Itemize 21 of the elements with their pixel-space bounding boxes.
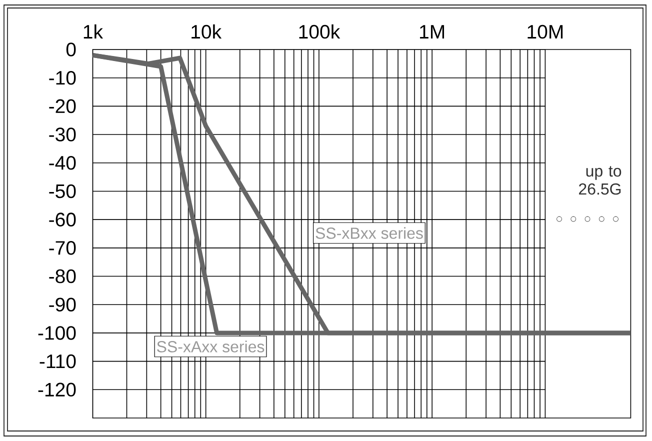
- y-tick-label: 0: [66, 42, 76, 56]
- text: SS-xBxx series: [316, 227, 423, 239]
- y-tick-label: -80: [49, 269, 76, 284]
- y-tick-label: -30: [49, 128, 76, 142]
- y-tick-label: -60: [49, 212, 76, 226]
- y-tick-label: -90: [49, 298, 76, 312]
- y-tick-label: -100: [38, 326, 76, 340]
- x-tick-label: 100k: [299, 24, 340, 39]
- y-tick-label: -120: [38, 382, 76, 397]
- series-label: SS-xAxx series: [157, 340, 264, 352]
- y-tick-label: -110: [40, 354, 76, 368]
- y-tick-label: -50: [49, 184, 76, 198]
- y-tick-label: -70: [49, 241, 76, 255]
- y-tick-label: -20: [49, 99, 76, 114]
- y-tick-label: -40: [49, 156, 76, 170]
- y-tick-label: -10: [49, 70, 76, 85]
- x-tick-label: 1M: [420, 25, 444, 38]
- x-tick-label: 10M: [528, 24, 563, 39]
- x-tick-label: 10k: [192, 24, 222, 39]
- annotation: up to 26.5G: [579, 166, 622, 195]
- x-tick-label: 1k: [84, 24, 104, 38]
